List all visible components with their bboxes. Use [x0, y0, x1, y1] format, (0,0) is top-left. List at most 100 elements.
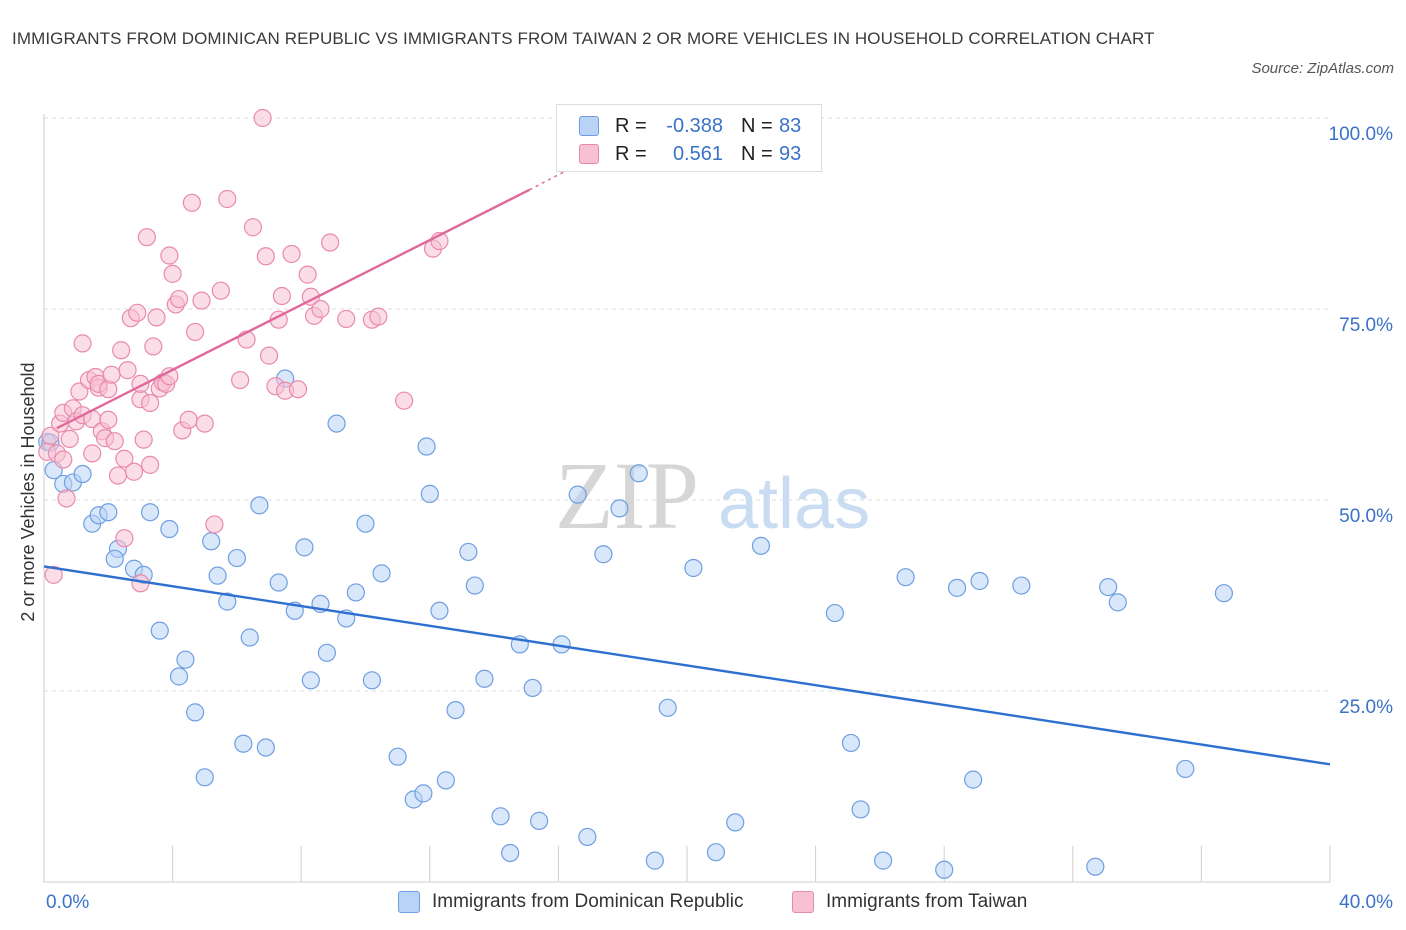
- data-point: [726, 813, 745, 832]
- data-point: [851, 800, 870, 819]
- data-point: [825, 603, 844, 623]
- data-point: [475, 669, 494, 688]
- y-tick-label: 25.0%: [1339, 697, 1393, 718]
- data-point: [186, 703, 205, 722]
- data-point: [128, 303, 147, 322]
- data-point: [964, 770, 983, 789]
- data-point: [1176, 759, 1195, 779]
- data-point: [231, 370, 250, 390]
- data-point: [436, 771, 455, 790]
- data-point: [147, 308, 166, 327]
- data-point: [301, 671, 320, 690]
- data-point: [211, 281, 230, 300]
- data-point: [388, 747, 407, 766]
- data-point: [99, 503, 118, 522]
- data-point: [243, 218, 263, 237]
- data-point: [684, 558, 703, 578]
- data-point: [501, 843, 520, 863]
- trend-line: [56, 188, 531, 430]
- data-point: [115, 449, 134, 468]
- data-point: [594, 545, 613, 564]
- data-point: [706, 843, 726, 862]
- data-point: [186, 322, 205, 342]
- data-point: [256, 247, 275, 266]
- data-point: [124, 462, 144, 481]
- data-point: [144, 337, 163, 356]
- data-point: [44, 565, 63, 584]
- data-point: [160, 246, 179, 265]
- data-point: [250, 496, 269, 515]
- data-point: [935, 860, 954, 879]
- correlation-legend: R = -0.388 N = 83 R = 0.561 N = 93: [556, 104, 822, 172]
- y-tick-label: 75.0%: [1339, 315, 1393, 336]
- data-point: [115, 529, 134, 548]
- data-point: [947, 578, 967, 597]
- bottom-legend-dominican: Immigrants from Dominican Republic: [398, 888, 744, 916]
- data-point: [417, 437, 436, 456]
- data-point: [430, 601, 449, 620]
- data-point: [240, 628, 259, 647]
- data-point: [253, 108, 272, 128]
- legend-n-value: 93: [779, 142, 802, 165]
- data-point: [1214, 584, 1234, 603]
- data-point: [160, 519, 179, 539]
- data-point: [610, 499, 629, 518]
- data-point: [317, 643, 337, 662]
- data-point: [446, 700, 465, 720]
- data-point: [218, 189, 237, 209]
- legend-swatch-pink: [579, 144, 599, 164]
- data-point: [1086, 857, 1105, 876]
- data-point: [83, 444, 102, 463]
- watermark-atlas: atlas: [718, 464, 870, 544]
- tick-labels: 25.0% 50.0% 75.0% 100.0% 0.0% 40.0%: [46, 124, 1393, 913]
- series-dominican-points: [38, 369, 1234, 879]
- data-point: [414, 784, 433, 803]
- data-point: [1108, 593, 1127, 612]
- legend-r-value: -0.388: [666, 114, 723, 137]
- data-point: [645, 851, 664, 870]
- data-point: [272, 286, 292, 306]
- bottom-legend-label: Immigrants from Taiwan: [826, 891, 1028, 912]
- legend-row-taiwan: R = 0.561 N = 93: [579, 139, 801, 169]
- data-point: [140, 455, 160, 474]
- data-point: [99, 410, 118, 429]
- data-point: [169, 289, 189, 309]
- data-point: [530, 811, 549, 830]
- data-point: [208, 566, 227, 585]
- chart-title: IMMIGRANTS FROM DOMINICAN REPUBLIC VS IM…: [12, 29, 1155, 48]
- data-point: [105, 432, 124, 451]
- data-point: [288, 380, 308, 399]
- grid-lines: [44, 117, 1330, 692]
- data-point: [108, 466, 128, 485]
- data-point: [523, 678, 542, 698]
- data-point: [73, 464, 92, 484]
- data-point: [658, 698, 677, 717]
- bottom-legend-label: Immigrants from Dominican Republic: [432, 891, 744, 912]
- data-point: [118, 361, 137, 380]
- data-point: [578, 827, 597, 847]
- data-point: [295, 538, 314, 557]
- data-point: [311, 299, 330, 319]
- data-point: [192, 291, 211, 310]
- data-point: [195, 414, 214, 433]
- data-point: [54, 450, 73, 469]
- data-point: [298, 265, 317, 284]
- data-point: [105, 549, 124, 568]
- data-point: [346, 583, 365, 602]
- legend-n-label: N =: [741, 114, 773, 137]
- data-point: [134, 430, 153, 449]
- data-point: [1099, 577, 1118, 597]
- data-point: [227, 548, 246, 568]
- data-point: [337, 309, 356, 329]
- data-point: [491, 807, 510, 826]
- data-point: [751, 536, 771, 555]
- data-point: [896, 568, 915, 587]
- data-point: [420, 484, 439, 503]
- data-point: [465, 576, 484, 595]
- data-point: [568, 485, 587, 504]
- bottom-legend-taiwan: Immigrants from Taiwan: [792, 888, 1027, 916]
- legend-swatch-blue: [579, 116, 599, 136]
- x-tick-label: 40.0%: [1339, 892, 1393, 913]
- data-point: [321, 233, 340, 252]
